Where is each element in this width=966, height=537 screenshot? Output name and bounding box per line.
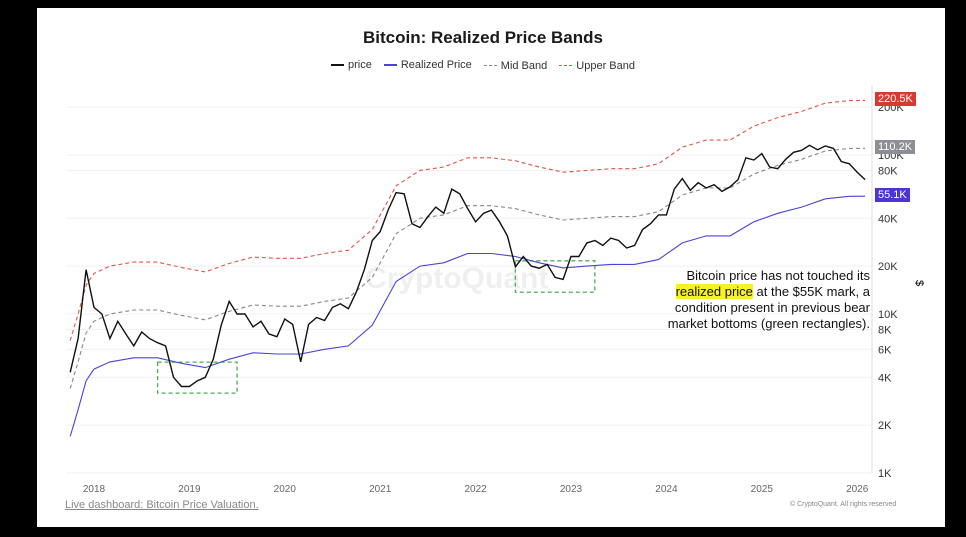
x-tick-label: 2024 <box>655 484 678 495</box>
legend-item[interactable]: Realized Price <box>383 59 472 71</box>
legend-swatch <box>483 65 497 66</box>
y-tick-label: 80K <box>878 165 898 177</box>
x-tick-label: 2025 <box>751 484 774 495</box>
copyright: © CryptoQuant. All rights reserved <box>790 501 897 508</box>
annotation-text-1: Bitcoin price has not touched its <box>686 268 870 283</box>
series-line-realized-price <box>69 195 866 437</box>
legend-label: Realized Price <box>400 59 472 71</box>
x-tick-label: 2026 <box>846 484 869 495</box>
x-tick-label: 2020 <box>274 484 297 495</box>
x-tick-label: 2019 <box>178 484 201 495</box>
x-tick-label: 2023 <box>560 484 583 495</box>
y-tick-label: 10K <box>878 309 898 321</box>
annotation-highlight: realized price <box>675 284 753 299</box>
legend-item[interactable]: Mid Band <box>483 59 548 72</box>
annotation: Bitcoin price has not touched its realize… <box>640 268 870 332</box>
y-tick-label: 6K <box>878 344 892 356</box>
green-highlight-rectangle <box>514 260 596 293</box>
last-value-badge: 220.5K <box>875 92 916 107</box>
y-tick-label: 4K <box>878 372 892 384</box>
x-tick-label: 2022 <box>464 484 487 495</box>
legend-label: Mid Band <box>500 59 548 72</box>
legend: price Realized Price Mid Band Upper Band <box>0 57 966 72</box>
legend-swatch <box>331 64 345 66</box>
legend-label: price <box>348 59 372 71</box>
green-highlight-rectangle <box>156 361 238 394</box>
legend-swatch <box>383 64 397 66</box>
y-tick-label: 20K <box>878 261 898 273</box>
legend-swatch <box>559 65 573 66</box>
x-tick-label: 2018 <box>83 484 106 495</box>
legend-item[interactable]: Upper Band <box>559 60 635 72</box>
last-value-badge: 55.1K <box>875 188 910 203</box>
x-tick-label: 2021 <box>369 484 392 495</box>
last-value-badge: 110.2K <box>875 140 916 155</box>
y-tick-label: 40K <box>878 213 898 225</box>
chart-card <box>37 8 945 527</box>
legend-label: Upper Band <box>576 59 635 72</box>
live-dashboard-link[interactable]: Live dashboard: Bitcoin Price Valuation. <box>65 499 259 511</box>
y-axis-label: $ <box>913 280 925 286</box>
annotation-text-2: at the $55K mark, a condition present in… <box>667 284 870 331</box>
watermark: CryptoQuant <box>365 262 548 295</box>
series-line-price <box>69 144 866 388</box>
legend-item[interactable]: price <box>331 59 372 71</box>
y-tick-label: 8K <box>878 324 892 336</box>
y-tick-label: 2K <box>878 420 892 432</box>
y-tick-label: 1K <box>878 468 892 480</box>
chart-title: Bitcoin: Realized Price Bands <box>363 28 603 47</box>
